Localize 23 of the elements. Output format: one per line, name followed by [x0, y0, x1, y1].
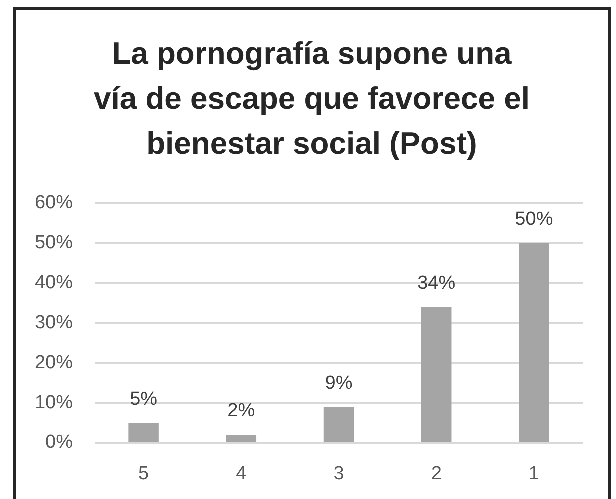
- y-tick-label: 50%: [34, 232, 74, 254]
- y-tick-label: 20%: [34, 352, 74, 374]
- x-tick-label: 5: [138, 464, 150, 485]
- y-tick-label: 0%: [46, 432, 74, 454]
- bar: [519, 243, 550, 442]
- y-tick-label: 10%: [34, 392, 74, 414]
- y-tick-label: 60%: [34, 192, 74, 214]
- bar: [226, 435, 257, 442]
- bar: [421, 307, 452, 442]
- chart-title: La pornografía supone una vía de escape que favorece el bienestar social (Post): [93, 35, 531, 163]
- data-label: 34%: [418, 272, 456, 294]
- data-label: 50%: [515, 209, 554, 230]
- data-label: 9%: [325, 372, 353, 394]
- bar: [324, 407, 354, 442]
- y-tick-label: 30%: [34, 312, 74, 334]
- data-label: 2%: [228, 400, 256, 422]
- data-label: 5%: [130, 388, 158, 410]
- x-tick-label: 3: [334, 464, 344, 485]
- x-tick-label: 4: [236, 464, 248, 485]
- bar: [128, 423, 159, 442]
- x-tick-label: 2: [431, 464, 442, 485]
- x-tick-label: 1: [528, 464, 540, 485]
- y-tick-label: 40%: [34, 272, 74, 294]
